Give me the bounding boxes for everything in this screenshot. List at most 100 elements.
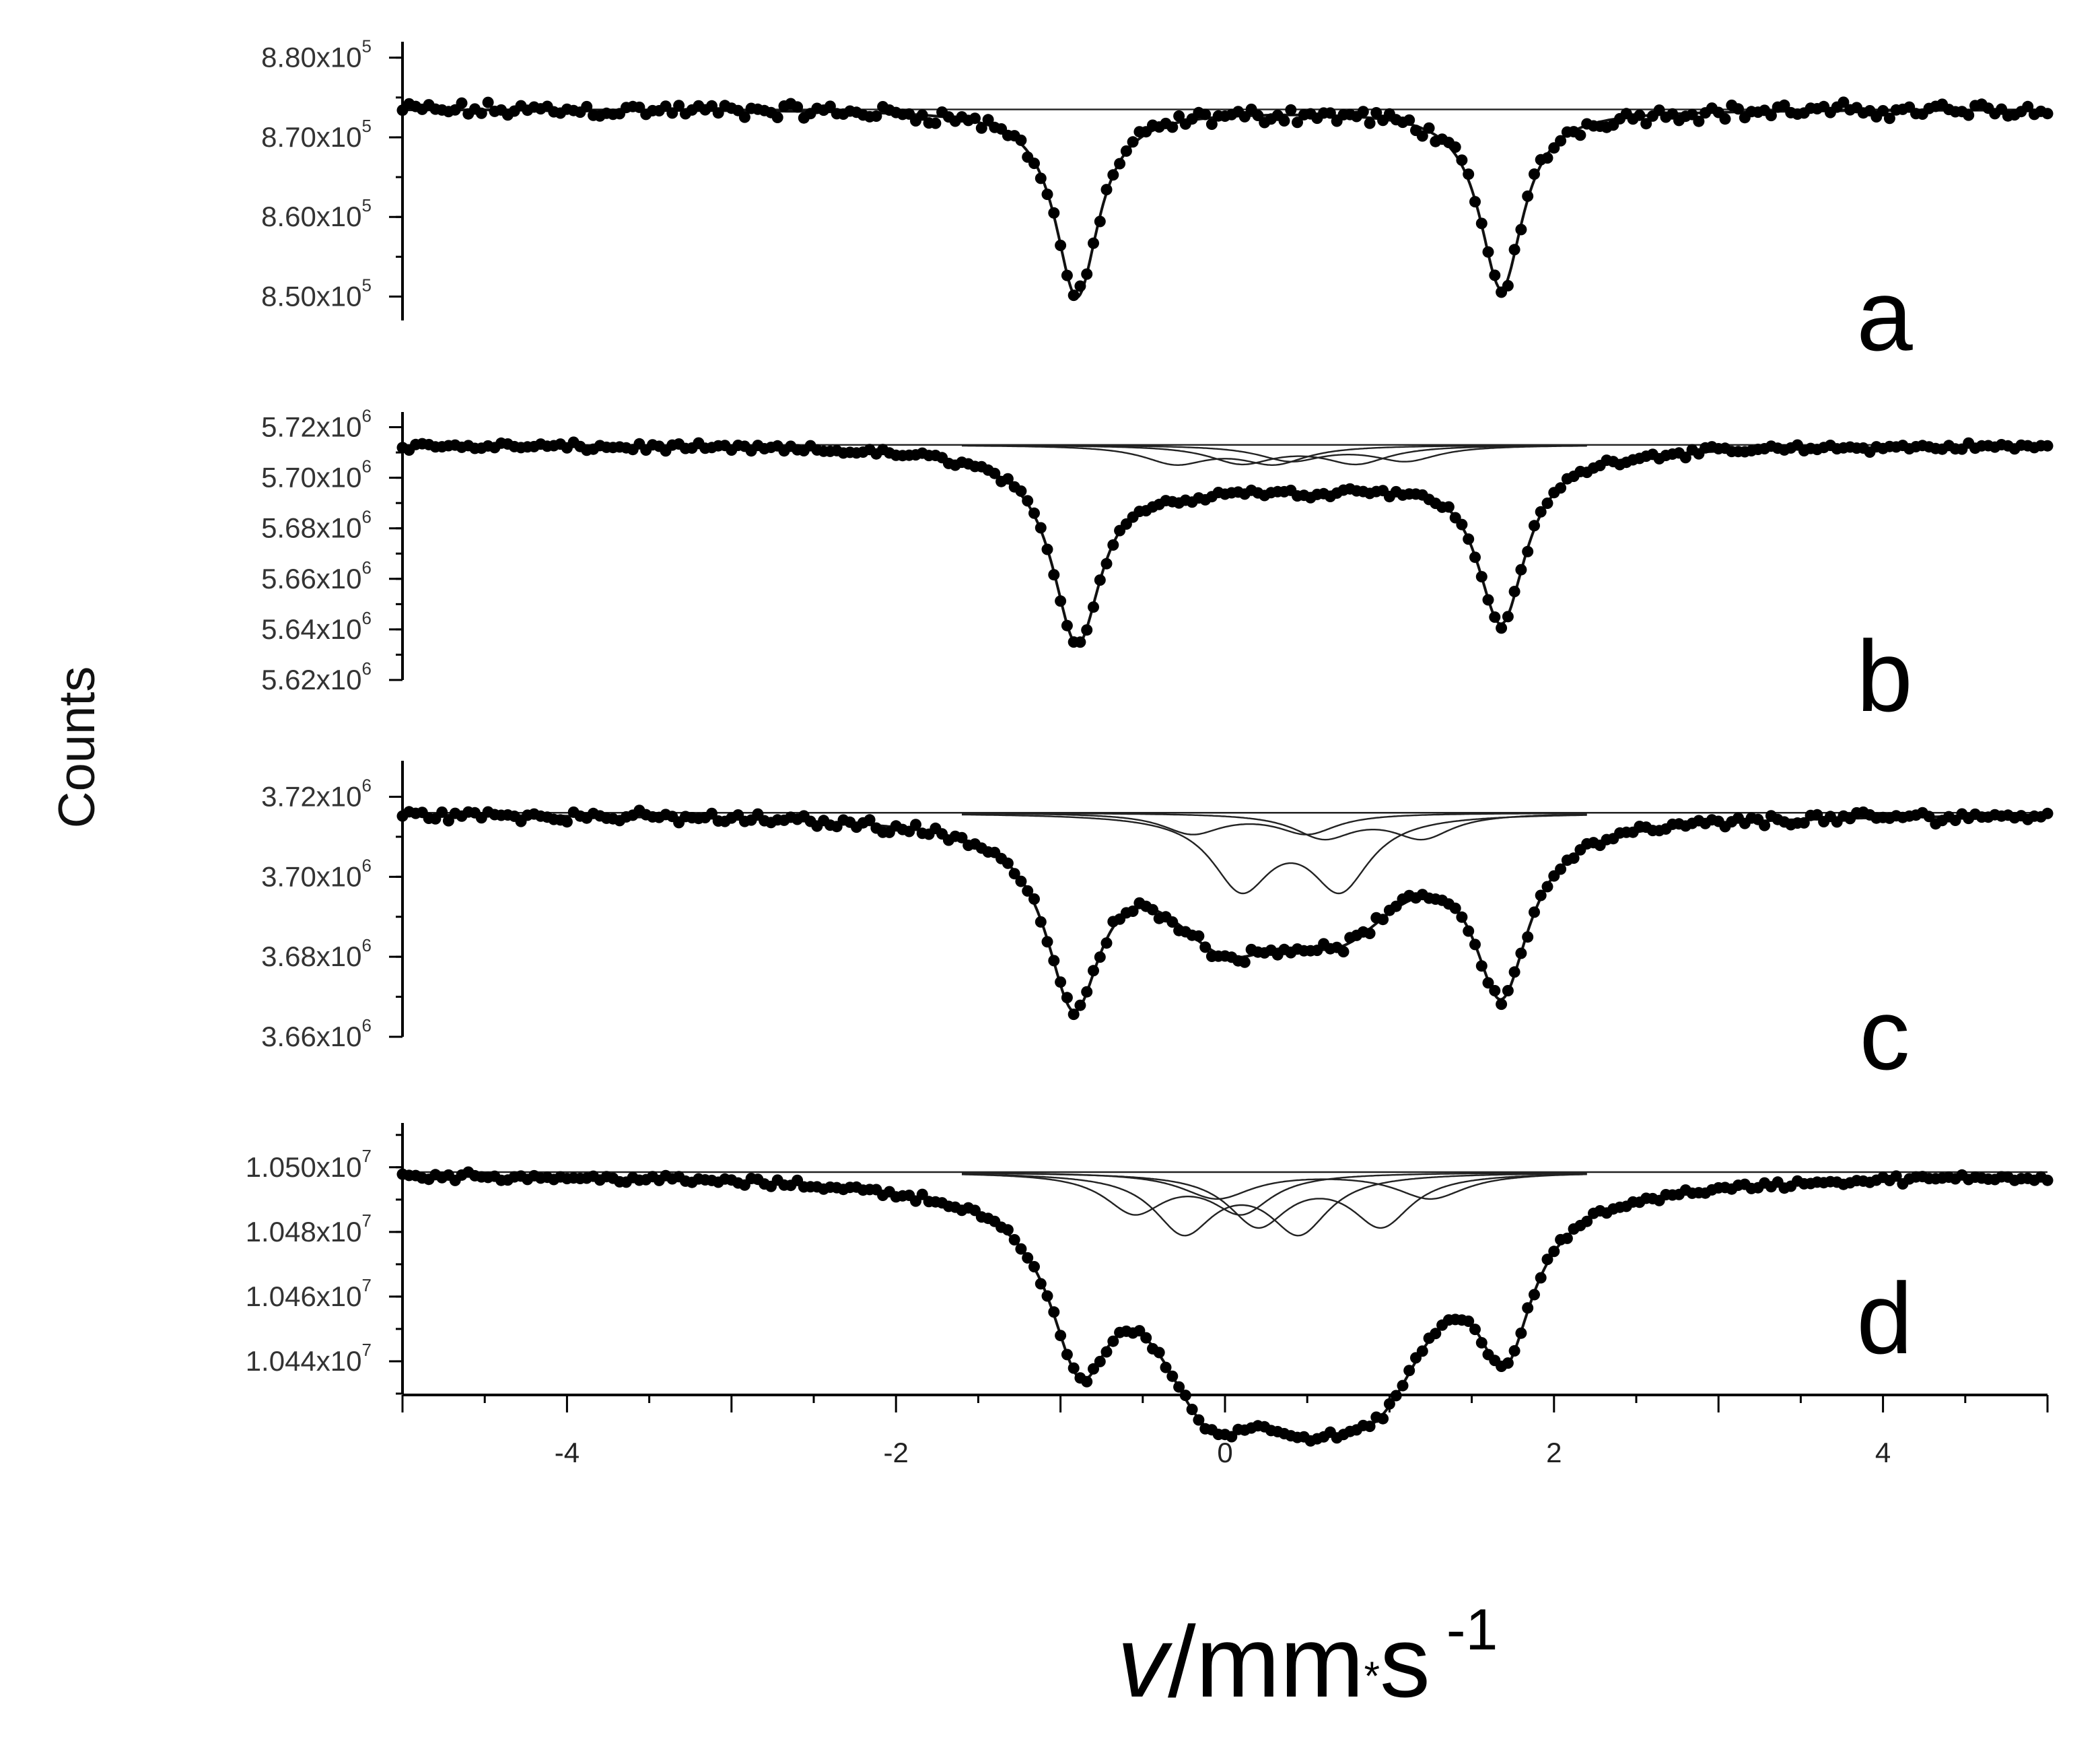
subspectrum-c-1 — [962, 813, 1587, 895]
data-point-a — [1107, 169, 1119, 181]
data-point-c — [1022, 885, 1034, 897]
fit-curve-b — [403, 444, 2048, 646]
x-axis-label-var: v — [1117, 1605, 1173, 1718]
panel-label-c: c — [1860, 978, 1910, 1091]
data-point-d — [1535, 1272, 1547, 1284]
data-point-c — [1015, 875, 1027, 887]
data-point-a — [1324, 107, 1336, 119]
data-point-c — [1759, 819, 1771, 831]
data-point-d — [1055, 1330, 1067, 1342]
data-point-b — [1048, 569, 1060, 581]
data-point-a — [1733, 103, 1744, 115]
y-tick-label-c-1: 3.70x106 — [261, 855, 372, 892]
data-point-b — [1489, 611, 1501, 623]
y-tick-mantissa: 5.68x10 — [261, 512, 361, 544]
data-point-c — [1048, 955, 1060, 967]
data-point-d — [1173, 1381, 1185, 1393]
y-tick-label-c-2: 3.68x106 — [261, 935, 372, 972]
data-point-c — [1238, 956, 1251, 968]
data-point-c — [1475, 960, 1488, 972]
data-point-a — [792, 101, 804, 113]
data-point-c — [1147, 903, 1158, 916]
data-point-d — [1541, 1254, 1553, 1266]
data-point-c — [864, 814, 876, 826]
data-point-b — [1100, 557, 1113, 570]
subspectrum-c-2 — [962, 812, 1587, 841]
y-tick-label-b-2: 5.68x106 — [261, 507, 372, 544]
y-tick-exponent: 7 — [362, 1146, 372, 1166]
data-point-c — [2041, 807, 2054, 819]
y-tick-label-d-3: 1.044x107 — [246, 1340, 372, 1377]
data-point-d — [1581, 1215, 1593, 1227]
y-tick-exponent: 6 — [362, 855, 372, 875]
data-point-a — [1035, 172, 1047, 184]
data-point-a — [1074, 280, 1086, 292]
data-point-c — [1449, 902, 1461, 914]
y-tick-mantissa: 3.72x10 — [261, 780, 361, 812]
data-point-b — [1502, 611, 1514, 623]
data-point-a — [1100, 184, 1113, 196]
data-point-c — [1541, 881, 1553, 893]
data-point-b — [1022, 495, 1034, 507]
data-point-c — [1508, 966, 1520, 978]
data-point-c — [1028, 893, 1040, 905]
data-point-c — [1568, 852, 1580, 864]
data-point-b — [1094, 574, 1106, 586]
data-point-c — [1008, 868, 1020, 880]
y-tick-label-b-4: 5.64x106 — [261, 608, 372, 645]
data-point-d — [1561, 1232, 1573, 1244]
data-point-a — [1963, 109, 1975, 121]
data-point-a — [1475, 217, 1488, 230]
data-point-c — [1377, 914, 1389, 926]
data-point-a — [581, 100, 593, 112]
y-tick-exponent: 5 — [362, 36, 372, 57]
data-point-a — [1048, 207, 1060, 219]
data-point-a — [1028, 158, 1040, 170]
y-tick-mantissa: 3.66x10 — [261, 1021, 361, 1052]
y-tick-label-d-0: 1.050x107 — [246, 1146, 372, 1183]
data-point-d — [1364, 1421, 1376, 1433]
data-point-b — [1456, 518, 1468, 531]
y-tick-mantissa: 8.50x10 — [261, 281, 361, 312]
data-point-b — [1081, 624, 1093, 636]
data-point-a — [1883, 112, 1895, 125]
y-tick-exponent: 6 — [362, 507, 372, 527]
data-point-d — [1100, 1346, 1113, 1358]
data-point-d — [1403, 1365, 1415, 1377]
data-point-c — [1502, 985, 1514, 996]
y-tick-exponent: 6 — [362, 456, 372, 477]
data-point-c — [1489, 985, 1501, 996]
y-tick-label-a-1: 8.70x105 — [261, 116, 372, 153]
data-point-d — [1081, 1375, 1093, 1388]
data-point-a — [1640, 118, 1652, 130]
y-tick-mantissa: 3.70x10 — [261, 860, 361, 892]
panel-label-b: b — [1856, 619, 1912, 732]
y-tick-mantissa: 8.70x10 — [261, 121, 361, 153]
data-point-b — [1555, 482, 1567, 494]
y-tick-mantissa: 5.66x10 — [261, 563, 361, 594]
data-point-d — [1475, 1337, 1488, 1349]
y-tick-mantissa: 1.046x10 — [246, 1281, 362, 1312]
data-point-b — [1028, 507, 1040, 519]
data-point-c — [1456, 911, 1468, 923]
data-point-a — [1364, 117, 1376, 129]
y-tick-exponent: 6 — [362, 608, 372, 628]
data-point-a — [1541, 152, 1553, 164]
data-point-d — [1022, 1252, 1034, 1264]
data-point-a — [1463, 168, 1475, 180]
data-point-b — [1041, 543, 1053, 555]
y-tick-exponent: 6 — [362, 406, 372, 426]
data-point-d — [2041, 1174, 2054, 1186]
subspectrum-d-0 — [962, 1171, 1587, 1216]
data-point-b — [1055, 595, 1067, 607]
data-point-a — [824, 100, 836, 112]
data-point-a — [1088, 237, 1099, 249]
data-point-a — [771, 112, 783, 123]
x-axis-label-s: s — [1380, 1605, 1430, 1718]
data-point-b — [1541, 498, 1553, 509]
data-point-d — [1502, 1357, 1514, 1369]
data-point-a — [666, 107, 678, 119]
y-tick-mantissa: 8.60x10 — [261, 201, 361, 232]
